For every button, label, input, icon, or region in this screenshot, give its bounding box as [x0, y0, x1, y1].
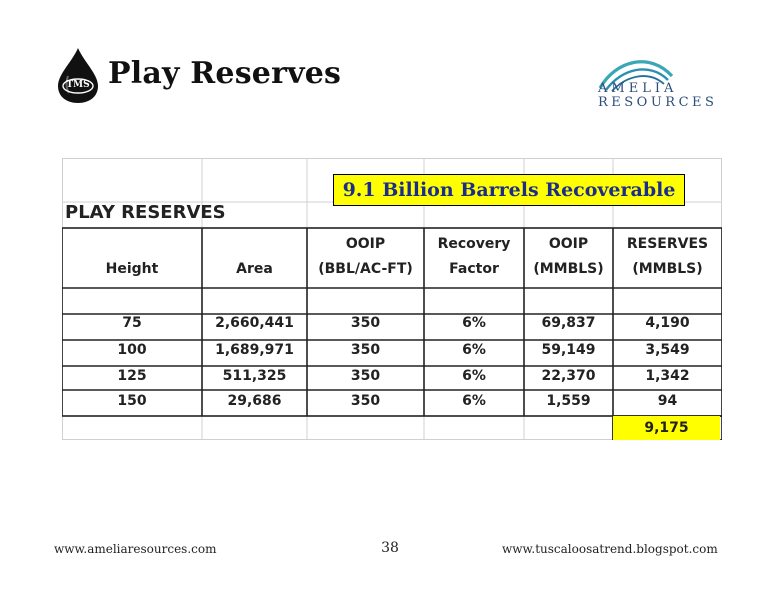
table-cell: 94 [657, 393, 678, 409]
table-cell: 6% [462, 315, 486, 331]
table-cell: 1,559 [546, 393, 591, 409]
col-header-line2: Height [105, 261, 159, 277]
total-reserves-cell: 9,175 [613, 416, 720, 440]
table-cell: 4,190 [645, 315, 690, 331]
col-header-height: Height [62, 232, 202, 282]
logo-text-resources: RESOURCES [598, 95, 718, 110]
col-header-line1: OOIP [548, 236, 589, 252]
table-cell: 69,837 [541, 315, 596, 331]
footer-right-url: www.tuscaloosatrend.blogspot.com [502, 542, 718, 556]
col-header-line2: Factor [449, 261, 499, 277]
oil-drop-icon [58, 48, 98, 103]
col-header-reserves: RESERVES (MMBLS) [613, 232, 722, 282]
col-header-line2: Area [236, 261, 273, 277]
col-header-area: Area [202, 232, 307, 282]
table-cell: 22,370 [541, 368, 596, 384]
page-title: Play Reserves [108, 56, 342, 91]
table-cell: 59,149 [541, 342, 596, 358]
table-cell: 150 [117, 393, 147, 409]
col-header-ooip-mmbls: OOIP (MMBLS) [524, 232, 613, 282]
table-cell: 350 [350, 393, 381, 409]
col-header-line1: RESERVES [626, 236, 709, 252]
footer-left-url: www.ameliaresources.com [54, 542, 217, 556]
table-cell: 6% [462, 368, 486, 384]
col-header-line2: (BBL/AC-FT) [318, 261, 413, 277]
col-header-line2: (MMBLS) [533, 261, 604, 277]
reserves-table-grid [62, 158, 722, 440]
sheet-title: PLAY RESERVES [65, 202, 226, 223]
table-cell: 350 [350, 342, 381, 358]
col-header-recovery: Recovery Factor [424, 232, 524, 282]
recoverable-callout: 9.1 Billion Barrels Recoverable [333, 174, 685, 206]
table-cell: 29,686 [227, 393, 282, 409]
table-cell: 6% [462, 393, 486, 409]
logo-text-amelia: AMELIA [598, 81, 678, 96]
table-cell: 350 [350, 368, 381, 384]
col-header-line1: Recovery [437, 236, 511, 252]
col-header-line1 [202, 232, 307, 257]
table-cell: 100 [117, 342, 147, 358]
table-cell: 75 [122, 315, 142, 331]
table-cell: 1,689,971 [215, 342, 294, 358]
col-header-line2: (MMBLS) [632, 261, 703, 277]
table-cell: 125 [117, 368, 147, 384]
col-header-line1: OOIP [345, 236, 386, 252]
table-cell: 1,342 [645, 368, 690, 384]
page-number: 38 [381, 540, 399, 556]
amelia-logo-arcs-icon [598, 60, 674, 92]
table-cell: 350 [350, 315, 381, 331]
table-cell: 3,549 [645, 342, 690, 358]
col-header-line1 [62, 232, 202, 257]
table-cell: 2,660,441 [215, 315, 294, 331]
table-cell: 511,325 [222, 368, 287, 384]
tms-badge-label: TMS [66, 80, 90, 90]
table-cell: 6% [462, 342, 486, 358]
col-header-ooip-bbl: OOIP (BBL/AC-FT) [307, 232, 424, 282]
